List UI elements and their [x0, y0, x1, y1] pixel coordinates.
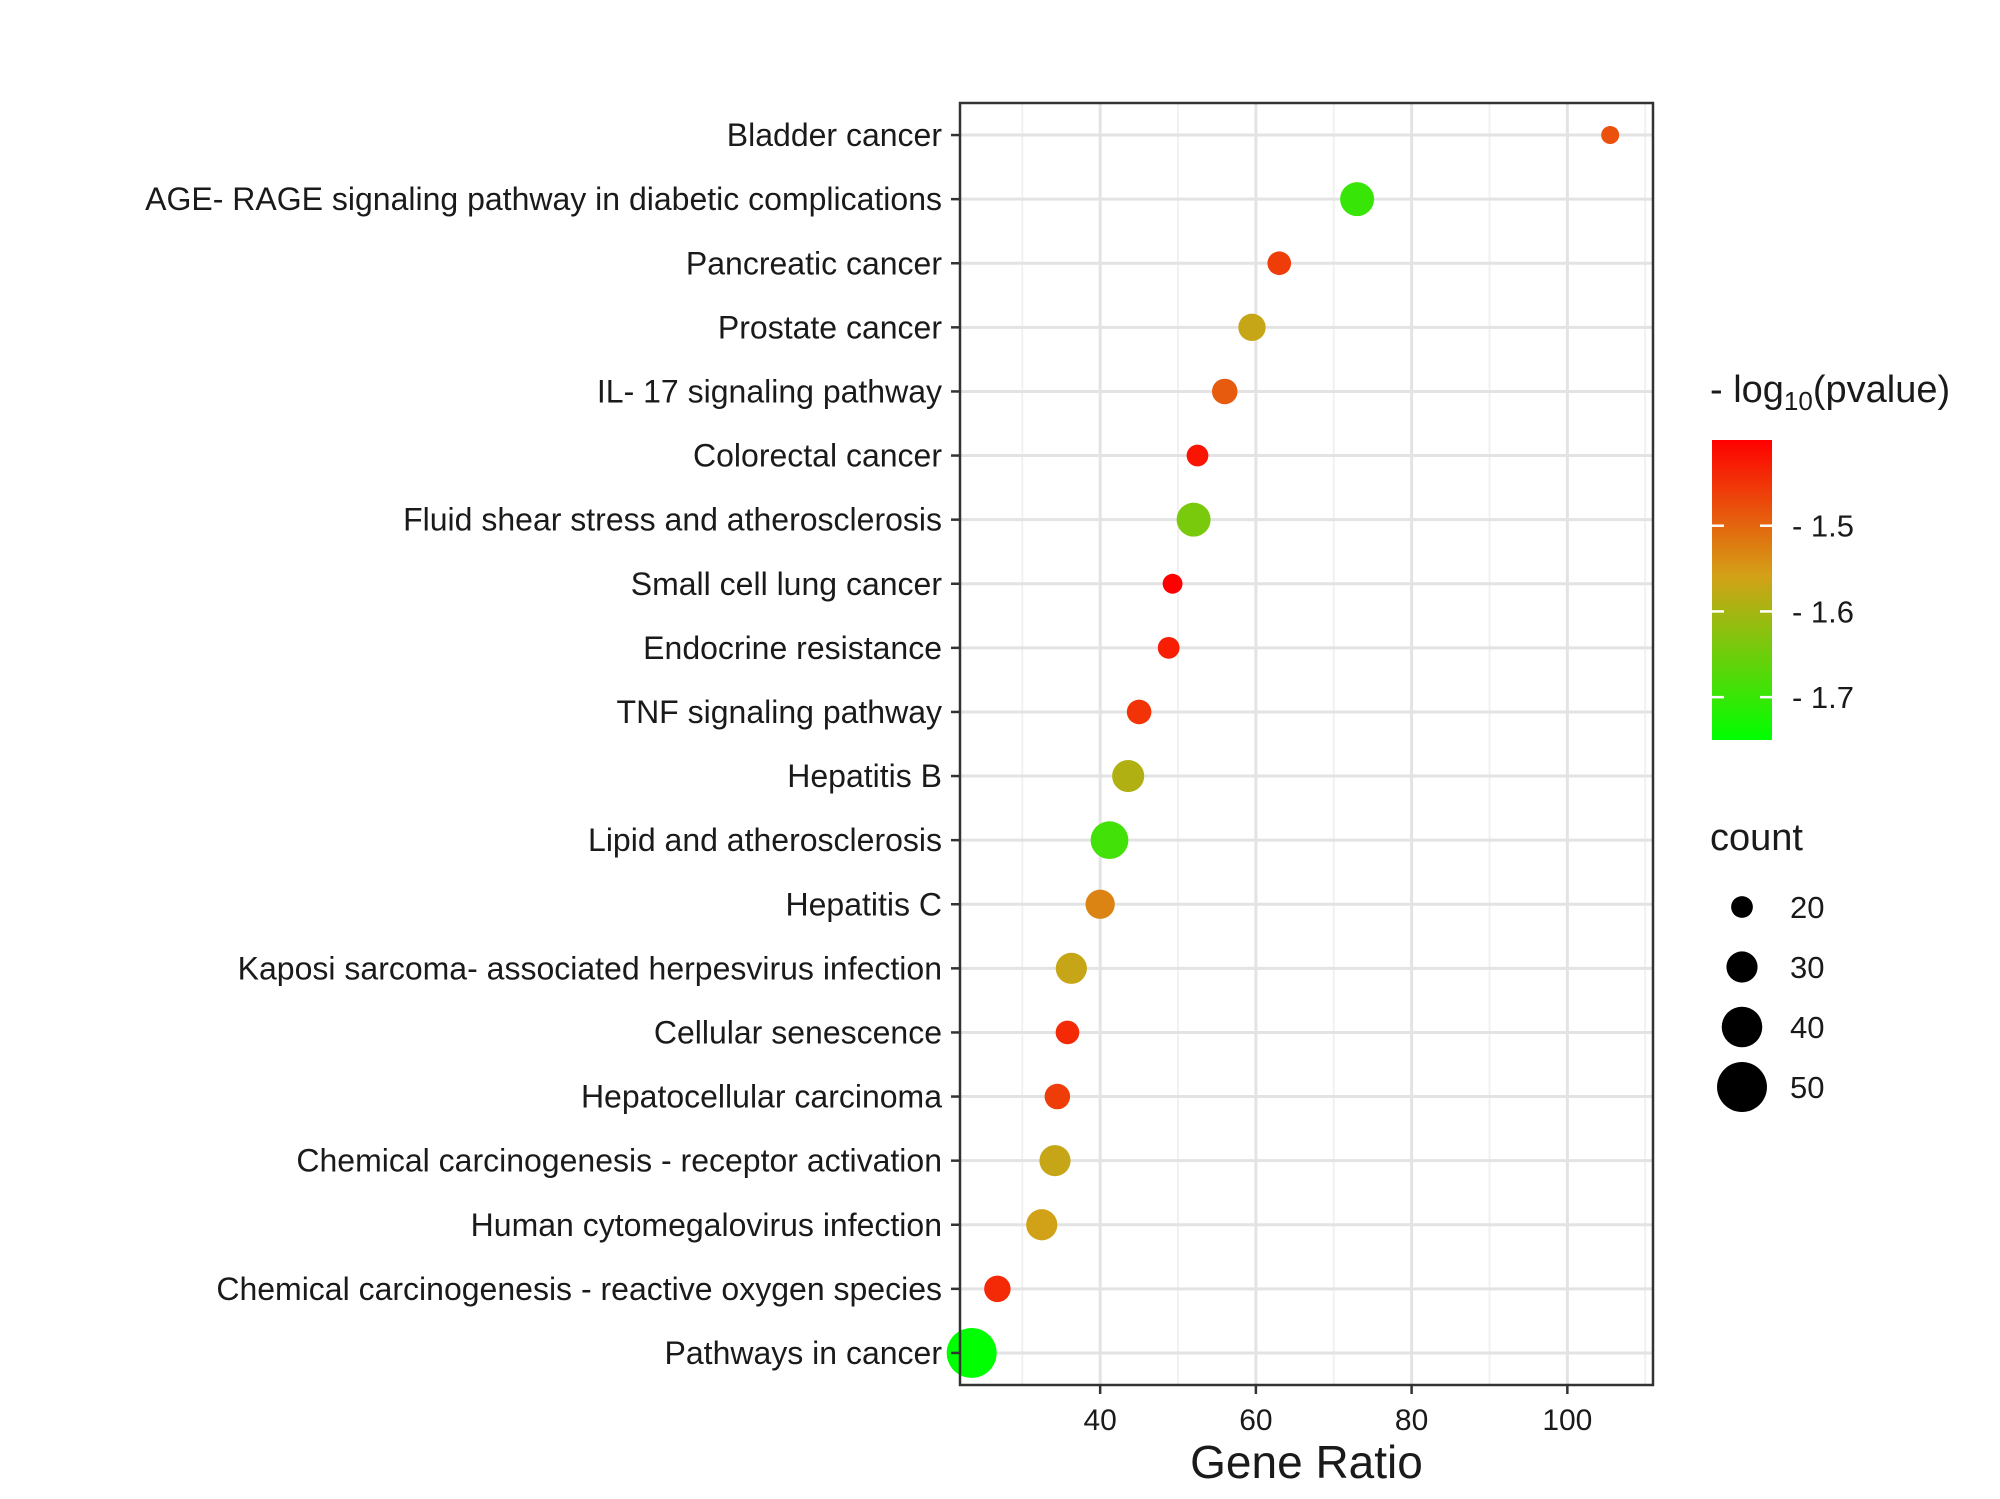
color-legend-title-sub: 10 [1784, 386, 1813, 416]
y-tick-label: Chemical carcinogenesis - reactive oxyge… [216, 1271, 942, 1307]
y-tick-label: Chemical carcinogenesis - receptor activ… [296, 1143, 942, 1179]
size-legend-dot [1721, 1006, 1763, 1048]
data-point [984, 1275, 1011, 1303]
x-axis: 40 60 80 100 [1083, 1385, 1592, 1437]
size-legend-label: 20 [1790, 890, 1824, 925]
x-tick-label: 60 [1239, 1404, 1272, 1437]
size-legend-dot [1731, 896, 1753, 918]
data-point [1162, 573, 1183, 594]
data-point [1126, 699, 1152, 725]
y-tick-label: Bladder cancer [727, 117, 943, 153]
data-point [1112, 760, 1145, 793]
size-legend-label: 50 [1790, 1070, 1824, 1105]
colorbar [1712, 440, 1772, 740]
colorbar-ticks: - 1.5 - 1.6 - 1.7 [1712, 509, 1854, 715]
data-point [1176, 502, 1211, 537]
data-point [1267, 251, 1292, 276]
y-tick-label: IL- 17 signaling pathway [597, 373, 942, 409]
size-legend-dot [1717, 1062, 1767, 1112]
y-tick-label: AGE- RAGE signaling pathway in diabetic … [145, 181, 942, 217]
data-point [1601, 126, 1620, 145]
size-legend-items: 20 30 40 50 [1717, 890, 1824, 1112]
grid-layer [960, 103, 1653, 1385]
data-point [1186, 444, 1209, 467]
y-tick-label: Fluid shear stress and atherosclerosis [403, 502, 942, 538]
data-point [1055, 952, 1087, 984]
colorbar-tick-label: - 1.6 [1792, 594, 1854, 629]
colorbar-tick-label: - 1.7 [1792, 680, 1854, 715]
y-tick-label: Hepatocellular carcinoma [581, 1079, 942, 1115]
x-tick-label: 100 [1542, 1404, 1592, 1437]
size-legend-dot [1726, 951, 1758, 983]
y-axis: Bladder cancer AGE- RAGE signaling pathwa… [145, 117, 960, 1371]
x-axis-title: Gene Ratio [1190, 1436, 1423, 1488]
y-tick-label: Kaposi sarcoma- associated herpesvirus i… [238, 950, 942, 986]
y-tick-label: Endocrine resistance [643, 630, 942, 666]
data-point [1044, 1083, 1071, 1110]
data-point [1085, 889, 1115, 919]
y-tick-label: Pathways in cancer [665, 1335, 943, 1371]
data-point [1340, 182, 1375, 217]
color-legend-title: - log10(pvalue) [1710, 369, 1950, 416]
plot-panel-background [960, 103, 1653, 1385]
y-tick-label: Hepatitis B [787, 758, 942, 794]
x-tick-label: 40 [1083, 1404, 1116, 1437]
data-point [1090, 821, 1129, 860]
data-point [1026, 1209, 1058, 1241]
data-point [1055, 1020, 1080, 1045]
color-legend: - log10(pvalue) - 1.5 - 1.6 - 1.7 [1710, 369, 1950, 740]
y-tick-label: Cellular senescence [654, 1014, 942, 1050]
data-point [1039, 1145, 1071, 1177]
y-tick-label: Hepatitis C [786, 886, 943, 922]
size-legend-title: count [1710, 817, 1803, 859]
x-tick-label: 80 [1395, 1404, 1428, 1437]
y-tick-label: Pancreatic cancer [686, 245, 942, 281]
plot-panel-border [958, 101, 1655, 1387]
colorbar-tick-label: - 1.5 [1792, 509, 1854, 544]
size-legend-label: 40 [1790, 1010, 1824, 1045]
y-tick-label: Lipid and atherosclerosis [588, 822, 942, 858]
y-tick-label: Human cytomegalovirus infection [471, 1207, 942, 1243]
color-legend-title-suffix: (pvalue) [1813, 369, 1950, 411]
size-legend: count 20 30 40 50 [1710, 817, 1824, 1112]
y-tick-label: Colorectal cancer [693, 438, 942, 474]
y-tick-label: TNF signaling pathway [617, 694, 942, 730]
size-legend-label: 30 [1790, 950, 1824, 985]
color-legend-title-prefix: - log [1710, 369, 1784, 411]
data-point [1238, 313, 1266, 342]
data-point [1157, 636, 1180, 659]
y-tick-label: Prostate cancer [718, 309, 942, 345]
data-point [1211, 378, 1238, 405]
y-tick-label: Small cell lung cancer [631, 566, 943, 602]
